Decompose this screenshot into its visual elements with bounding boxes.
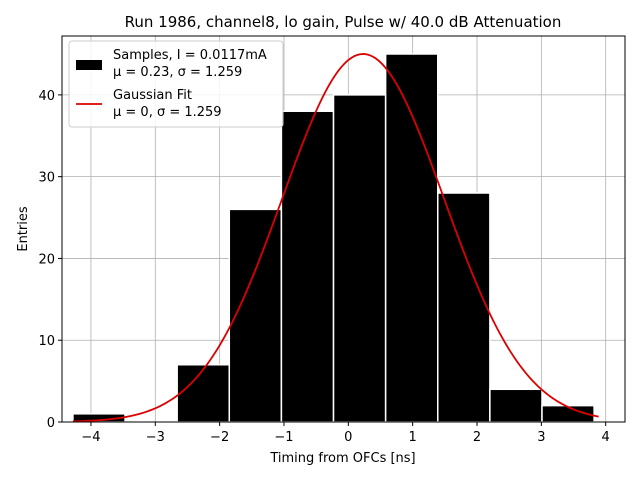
x-tick-label: 3 (537, 430, 545, 445)
y-tick-label: 30 (38, 171, 55, 186)
x-axis-label: Timing from OFCs [ns] (269, 451, 415, 466)
y-axis-label: Entries (16, 206, 31, 252)
x-tick-label: −3 (146, 430, 165, 445)
legend-swatch-samples (76, 60, 102, 70)
legend-stats-fit: μ = 0, σ = 1.259 (113, 105, 222, 120)
x-tick-label: 2 (473, 430, 481, 445)
y-axis-ticks: 0 10 20 30 40 (38, 89, 62, 431)
legend-stats-samples: μ = 0.23, σ = 1.259 (113, 65, 242, 80)
histogram-bar (489, 388, 543, 423)
x-tick-label: −2 (210, 430, 229, 445)
y-tick-label: 10 (38, 334, 55, 349)
histogram-bar (228, 208, 283, 423)
x-tick-label: 0 (344, 430, 352, 445)
x-tick-label: 1 (409, 430, 417, 445)
histogram-bar (280, 110, 335, 423)
histogram-bar (176, 364, 231, 423)
y-tick-label: 20 (38, 252, 55, 267)
x-axis-ticks: −4 −3 −2 −1 0 1 2 3 4 (81, 422, 610, 445)
gaussian-fit-curve (72, 53, 599, 423)
chart-title: Run 1986, channel8, lo gain, Pulse w/ 40… (125, 13, 562, 31)
histogram-bar (437, 192, 491, 423)
histogram-bar (332, 94, 387, 423)
legend: Samples, I = 0.0117mA μ = 0.23, σ = 1.25… (68, 40, 284, 128)
x-tick-label: −1 (274, 430, 293, 445)
plot-frame (61, 35, 626, 423)
y-tick-label: 40 (38, 89, 55, 104)
x-tick-label: 4 (602, 430, 610, 445)
legend-label-samples: Samples, I = 0.0117mA (113, 48, 267, 63)
histogram-bar (384, 53, 439, 423)
x-tick-label: −4 (81, 430, 100, 445)
legend-label-fit: Gaussian Fit (113, 88, 192, 103)
y-tick-label: 0 (47, 416, 55, 431)
legend-box (68, 40, 284, 128)
